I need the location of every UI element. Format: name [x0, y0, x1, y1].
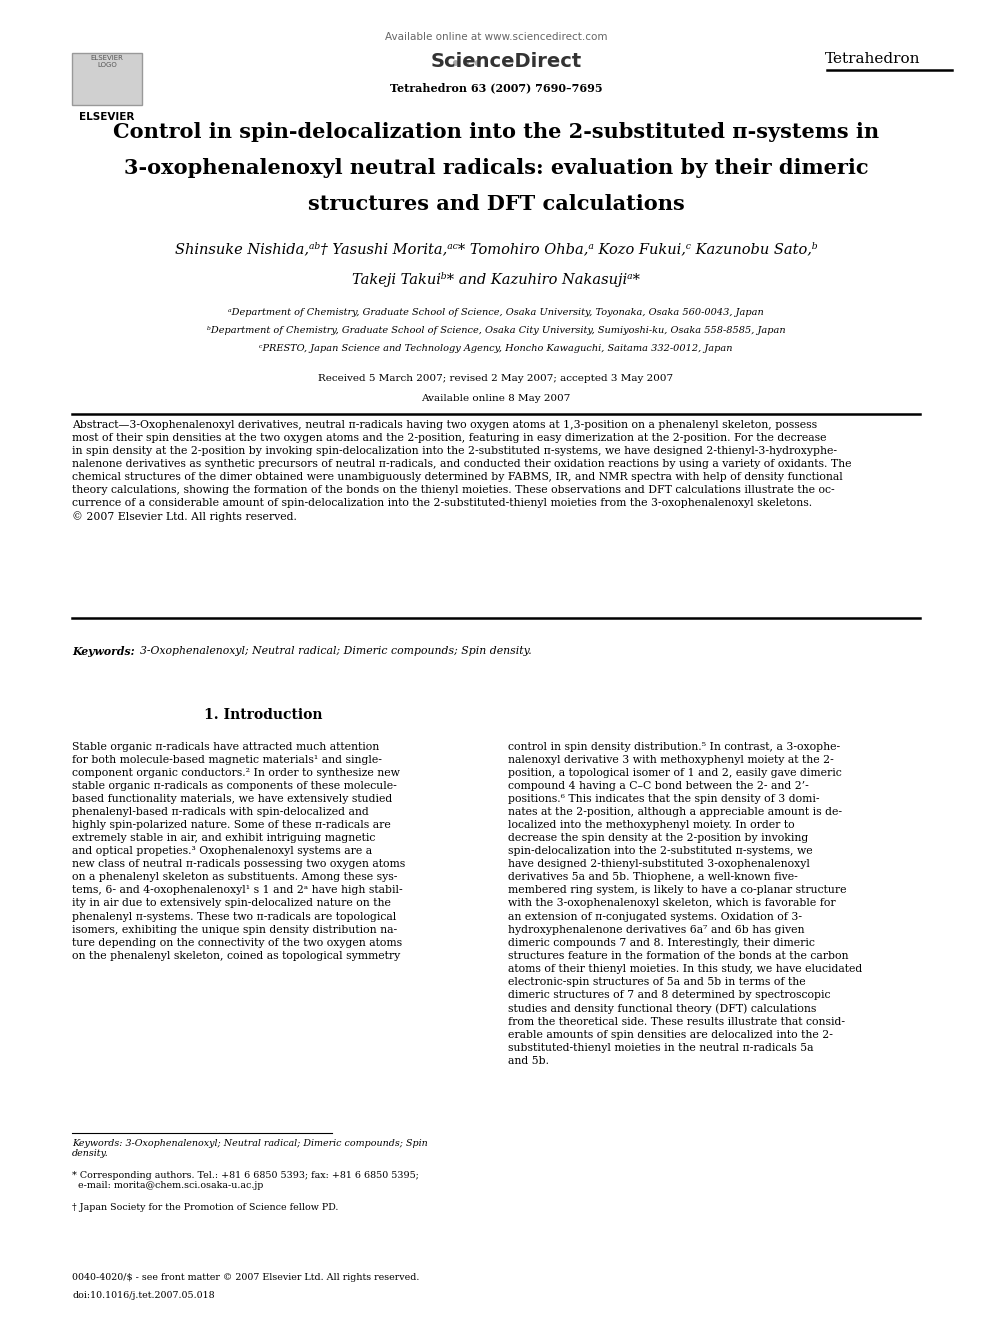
Text: Abstract—3-Oxophenalenoxyl derivatives, neutral π-radicals having two oxygen ato: Abstract—3-Oxophenalenoxyl derivatives, …: [72, 419, 851, 523]
Text: control in spin density distribution.⁵ In contrast, a 3-oxophe-
nalenoxyl deriva: control in spin density distribution.⁵ I…: [509, 742, 863, 1066]
Text: Available online 8 May 2007: Available online 8 May 2007: [422, 394, 570, 404]
Text: Available online at www.sciencedirect.com: Available online at www.sciencedirect.co…: [385, 32, 607, 42]
Text: Control in spin-delocalization into the 2-substituted π-systems in: Control in spin-delocalization into the …: [113, 122, 879, 142]
Text: ᵃDepartment of Chemistry, Graduate School of Science, Osaka University, Toyonaka: ᵃDepartment of Chemistry, Graduate Schoo…: [228, 308, 764, 318]
Text: ᶜPRESTO, Japan Science and Technology Agency, Honcho Kawaguchi, Saitama 332-0012: ᶜPRESTO, Japan Science and Technology Ag…: [259, 344, 733, 353]
Text: Keywords:: Keywords:: [72, 646, 135, 658]
Text: doi:10.1016/j.tet.2007.05.018: doi:10.1016/j.tet.2007.05.018: [72, 1291, 214, 1301]
Text: ELSEVIER
LOGO: ELSEVIER LOGO: [90, 56, 123, 69]
Text: Shinsuke Nishida,ᵃᵇ† Yasushi Morita,ᵃᶜ* Tomohiro Ohba,ᵃ Kozo Fukui,ᶜ Kazunobu Sa: Shinsuke Nishida,ᵃᵇ† Yasushi Morita,ᵃᶜ* …: [175, 242, 817, 255]
Text: * Corresponding authors. Tel.: +81 6 6850 5393; fax: +81 6 6850 5395;
  e-mail: : * Corresponding authors. Tel.: +81 6 685…: [72, 1171, 419, 1191]
Text: Tetrahedron: Tetrahedron: [824, 52, 920, 66]
Text: Received 5 March 2007; revised 2 May 2007; accepted 3 May 2007: Received 5 March 2007; revised 2 May 200…: [318, 374, 674, 382]
Text: ᵇDepartment of Chemistry, Graduate School of Science, Osaka City University, Sum: ᵇDepartment of Chemistry, Graduate Schoo…: [206, 325, 786, 335]
Text: Tetrahedron 63 (2007) 7690–7695: Tetrahedron 63 (2007) 7690–7695: [390, 82, 602, 93]
Text: † Japan Society for the Promotion of Science fellow PD.: † Japan Society for the Promotion of Sci…: [72, 1203, 338, 1212]
Bar: [72, 53, 142, 105]
Text: 0040-4020/$ - see front matter © 2007 Elsevier Ltd. All rights reserved.: 0040-4020/$ - see front matter © 2007 El…: [72, 1273, 420, 1282]
Text: 3-Oxophenalenoxyl; Neutral radical; Dimeric compounds; Spin density.: 3-Oxophenalenoxyl; Neutral radical; Dime…: [140, 646, 532, 656]
Text: structures and DFT calculations: structures and DFT calculations: [308, 194, 684, 214]
Text: Keywords: 3-Oxophenalenoxyl; Neutral radical; Dimeric compounds; Spin
density.: Keywords: 3-Oxophenalenoxyl; Neutral rad…: [72, 1139, 428, 1159]
Text: Takeji Takuiᵇ* and Kazuhiro Nakasujiᵃ*: Takeji Takuiᵇ* and Kazuhiro Nakasujiᵃ*: [352, 273, 640, 287]
Text: 1. Introduction: 1. Introduction: [203, 708, 322, 722]
Text: 3-oxophenalenoxyl neutral radicals: evaluation by their dimeric: 3-oxophenalenoxyl neutral radicals: eval…: [124, 157, 868, 179]
Text: •••: •••: [449, 56, 483, 74]
Text: ScienceDirect: ScienceDirect: [431, 52, 581, 71]
Text: ELSEVIER: ELSEVIER: [79, 112, 135, 122]
Text: Stable organic π-radicals have attracted much attention
for both molecule-based : Stable organic π-radicals have attracted…: [72, 742, 406, 960]
